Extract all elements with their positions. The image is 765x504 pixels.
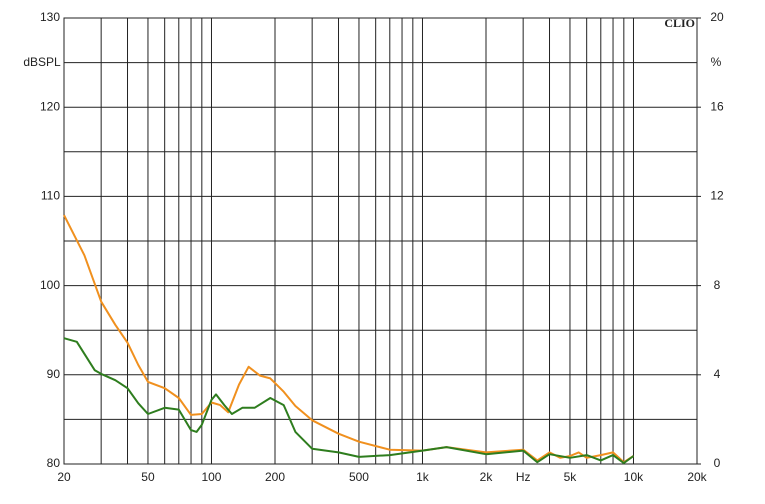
y-tick-label: 120 bbox=[40, 99, 60, 113]
y-axis-label: dBSPL bbox=[23, 55, 61, 69]
y-tick-label: 90 bbox=[47, 367, 61, 381]
y2-tick-label: 16 bbox=[710, 99, 724, 113]
x-tick-label: 20k bbox=[687, 470, 707, 484]
y-tick-label: 80 bbox=[47, 456, 61, 470]
y2-axis-label: % bbox=[711, 55, 722, 69]
x-tick-label: Hz bbox=[516, 470, 531, 484]
y2-tick-label: 8 bbox=[714, 278, 721, 292]
x-tick-label: 50 bbox=[141, 470, 155, 484]
x-tick-label: 200 bbox=[265, 470, 285, 484]
logo: CLIO bbox=[664, 16, 695, 30]
series-line bbox=[63, 214, 635, 464]
plot-frame bbox=[63, 17, 698, 465]
y2-tick-label: 12 bbox=[710, 189, 724, 203]
x-tick-label: 2k bbox=[480, 470, 494, 484]
y-tick-label: 100 bbox=[40, 278, 60, 292]
y2-tick-label: 20 bbox=[710, 10, 724, 24]
x-tick-label: 5k bbox=[564, 470, 578, 484]
x-tick-label: 20 bbox=[57, 470, 71, 484]
y-tick-label: 130 bbox=[40, 10, 60, 24]
x-tick-label: 1k bbox=[416, 470, 430, 484]
series-line bbox=[63, 337, 635, 465]
y2-tick-label: 4 bbox=[714, 367, 721, 381]
x-tick-label: 100 bbox=[201, 470, 221, 484]
y-tick-label: 110 bbox=[41, 189, 60, 203]
x-tick-label: 500 bbox=[349, 470, 369, 484]
y2-tick-label: 0 bbox=[714, 456, 721, 470]
x-tick-label: 10k bbox=[624, 470, 644, 484]
